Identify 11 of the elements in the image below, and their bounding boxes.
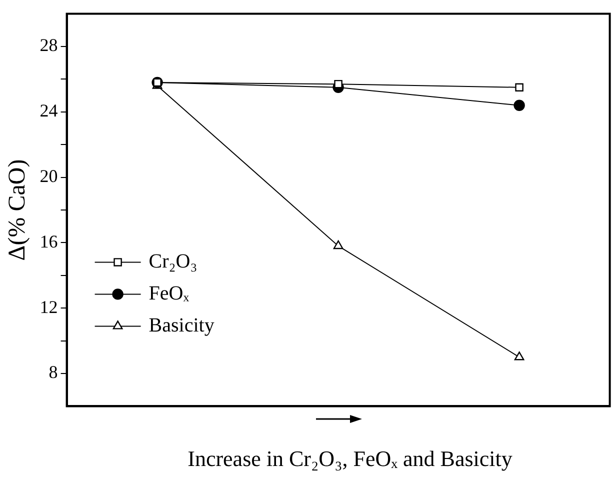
y-tick-label: 16 [40, 231, 58, 252]
y-tick-label: 12 [40, 296, 58, 317]
y-tick-label: 24 [40, 100, 58, 121]
x-axis-title: Increase in Cr₂O₃, FeOₓ and Basicity [186, 446, 514, 472]
legend-label: Cr₂O₃ [148, 250, 198, 272]
y-tick-label: 20 [40, 166, 58, 186]
y-tick-label: 8 [48, 362, 58, 382]
legend-label: Basicity [148, 314, 214, 336]
y-axis-title: Δ(% CaO) [4, 159, 31, 261]
y-tick-label: 28 [40, 35, 58, 56]
legend-label: FeOₓ [148, 282, 190, 304]
